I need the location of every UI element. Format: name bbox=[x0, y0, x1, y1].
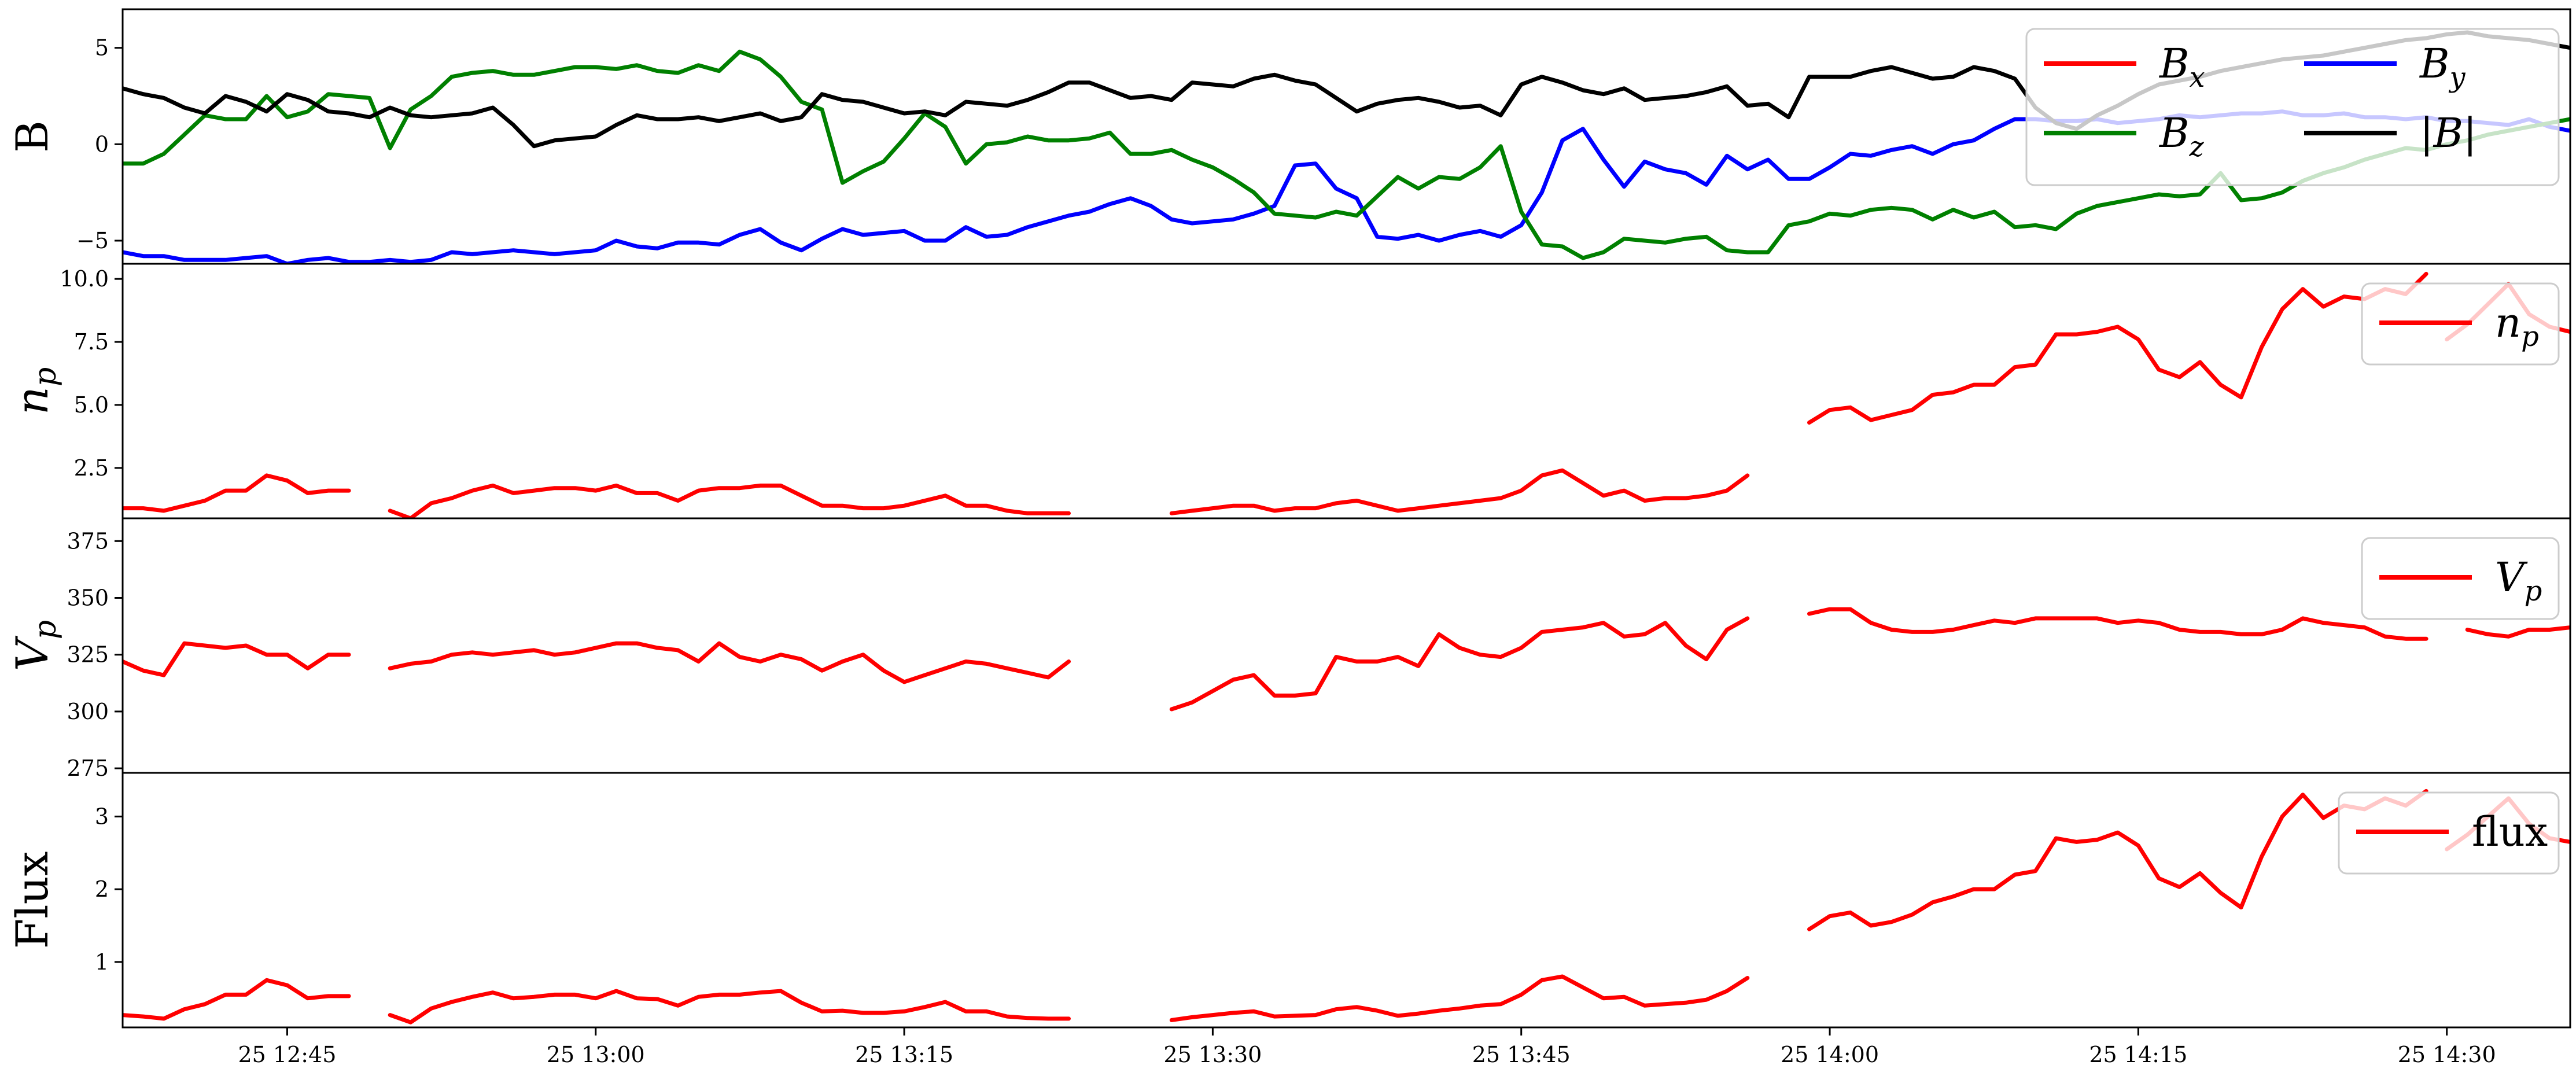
series-line-Vp-seg4 bbox=[2465, 625, 2570, 639]
y-tick-label: 325 bbox=[67, 642, 109, 668]
y-axis-label: np bbox=[6, 367, 63, 415]
y-tick-label: 3 bbox=[95, 804, 109, 829]
y-tick-label: 5.0 bbox=[74, 392, 109, 418]
legend-label: |B| bbox=[2420, 109, 2477, 157]
series-line-np-seg3 bbox=[1807, 271, 2428, 425]
series-line-flux-seg0 bbox=[123, 978, 351, 1021]
x-tick-label: 25 14:30 bbox=[2398, 1042, 2496, 1067]
y-tick-label: 300 bbox=[67, 699, 109, 724]
legend-label: Bx bbox=[2158, 40, 2205, 94]
series-line-np-seg2 bbox=[1169, 468, 1750, 515]
series-group bbox=[123, 607, 2570, 712]
panel-3: 1 2 3 Flux flux bbox=[6, 772, 2571, 1029]
y-tick-label: 2.5 bbox=[74, 455, 109, 481]
y-tick-label: 7.5 bbox=[74, 329, 109, 355]
panel-2: 275 300 325 350 375 Vp Vp bbox=[6, 517, 2571, 781]
series-group bbox=[123, 271, 2570, 518]
series-line-Bx bbox=[123, 263, 2551, 264]
x-tick-label: 25 14:00 bbox=[1781, 1042, 1879, 1067]
legend-label: Bz bbox=[2158, 109, 2204, 163]
panel-frame bbox=[121, 263, 2571, 519]
series-line-Vp-seg2 bbox=[1169, 616, 1750, 712]
y-tick-label: −5 bbox=[76, 228, 109, 253]
y-tick-label: 5 bbox=[95, 35, 109, 61]
x-tick-label: 25 13:30 bbox=[1163, 1042, 1262, 1067]
series-line-Vp-seg1 bbox=[388, 641, 1071, 684]
series-line-np-seg1 bbox=[388, 483, 1071, 518]
legend: flux bbox=[2338, 791, 2560, 875]
series-line-flux-seg2 bbox=[1169, 974, 1750, 1022]
legend: Vp bbox=[2361, 537, 2560, 620]
y-axis-label: Vp bbox=[6, 620, 63, 671]
series-line-Vp-seg3 bbox=[1807, 607, 2428, 641]
series-line-flux-seg3 bbox=[1807, 788, 2428, 931]
y-tick-label: 375 bbox=[67, 528, 109, 554]
series-line-Vp-seg0 bbox=[123, 641, 351, 677]
legend: Bx By Bz |B| bbox=[2025, 28, 2560, 186]
legend: np bbox=[2361, 282, 2560, 366]
legend-label: By bbox=[2419, 40, 2466, 94]
panel-1: 2.5 5.0 7.5 10.0 np np bbox=[6, 263, 2571, 519]
y-tick-label: 10.0 bbox=[60, 266, 109, 292]
y-axis-label: Flux bbox=[6, 852, 58, 949]
series-line-np-seg0 bbox=[123, 473, 351, 513]
series-group bbox=[123, 788, 2570, 1025]
legend-box bbox=[2025, 28, 2560, 186]
legend-label: np bbox=[2495, 299, 2539, 353]
panel-frame bbox=[121, 772, 2571, 1029]
series-line-flux-seg1 bbox=[388, 989, 1071, 1025]
panel-frame bbox=[121, 517, 2571, 774]
y-axis-label: B bbox=[6, 120, 58, 153]
y-tick-label: 2 bbox=[95, 876, 109, 902]
y-tick-label: 0 bbox=[95, 131, 109, 157]
legend-label: Vp bbox=[2495, 554, 2542, 607]
series-line-Bz bbox=[123, 49, 2570, 260]
x-tick-label: 25 12:45 bbox=[238, 1042, 336, 1067]
y-tick-label: 350 bbox=[67, 585, 109, 611]
legend-label: flux bbox=[2472, 808, 2548, 856]
x-tick-label: 25 13:45 bbox=[1472, 1042, 1571, 1067]
y-tick-label: 275 bbox=[67, 756, 109, 781]
x-tick-label: 25 14:15 bbox=[2089, 1042, 2187, 1067]
x-tick-label: 25 13:00 bbox=[547, 1042, 645, 1067]
x-tick-label: 25 13:15 bbox=[855, 1042, 953, 1067]
y-tick-label: 1 bbox=[95, 949, 109, 975]
panel-0: −5 0 5 B Bx By Bz |B| bbox=[6, 8, 2571, 265]
